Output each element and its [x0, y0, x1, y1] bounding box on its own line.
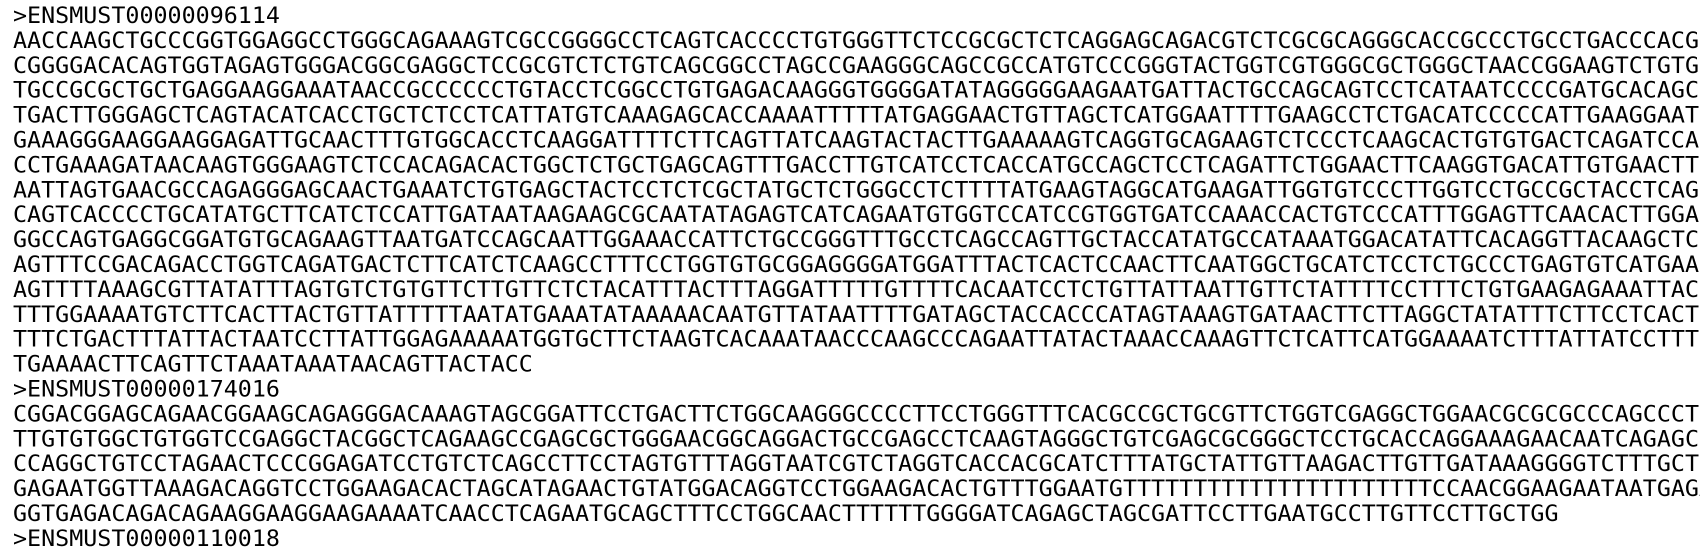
- sequence-line: CAGTCACCCCTGCATATGCTTCATCTCCATTGATAATAAG…: [13, 203, 1699, 228]
- sequence-line: GGTGAGACAGACAGAAGGAAGGAAGAAAATCAACCTCAGA…: [13, 502, 1558, 527]
- fasta-header: >ENSMUST00000096114: [13, 4, 280, 29]
- sequence-line: AGTTTTAAAGCGTTATATTTAGTGTCTGTGTTCTTGTTCT…: [13, 278, 1699, 303]
- sequence-line: CCAGGCTGTCCTAGAACTCCCGGAGATCCTGTCTCAGCCT…: [13, 452, 1699, 477]
- sequence-line: CGGGGACACAGTGGTAGAGTGGGACGGCGAGGCTCCGCGT…: [13, 54, 1699, 79]
- sequence-line: CCTGAAAGATAACAAGTGGGAAGTCTCCACAGACACTGGC…: [13, 153, 1699, 178]
- sequence-line: TGCCGCGCTGCTGAGGAAGGAAATAACCGCCCCCCTGTAC…: [13, 79, 1699, 104]
- sequence-line: TTTCTGACTTTATTACTAATCCTTATTGGAGAAAAATGGT…: [13, 328, 1699, 353]
- sequence-line: GAAAGGGAAGGAAGGAGATTGCAACTTTGTGGCACCTCAA…: [13, 129, 1699, 154]
- fasta-header: >ENSMUST00000110018: [13, 527, 280, 552]
- sequence-line: GGCCAGTGAGGCGGATGTGCAGAAGTTAATGATCCAGCAA…: [13, 228, 1699, 253]
- sequence-line: TTTGGAAAATGTCTTCACTTACTGTTATTTTTAATATGAA…: [13, 303, 1699, 328]
- fasta-header: >ENSMUST00000174016: [13, 378, 280, 403]
- sequence-line: CGGACGGAGCAGAACGGAAGCAGAGGGACAAAGTAGCGGA…: [13, 402, 1699, 427]
- sequence-line: AACCAAGCTGCCCGGTGGAGGCCTGGGCAGAAAGTCGCCG…: [13, 29, 1699, 54]
- sequence-line: AGTTTCCGACAGACCTGGTCAGATGACTCTTCATCTCAAG…: [13, 253, 1699, 278]
- sequence-line: TGACTTGGGAGCTCAGTACATCACCTGCTCTCCTCATTAT…: [13, 104, 1699, 129]
- sequence-line: TGAAAACTTCAGTTCTAAATAAATAACAGTTACTACC: [13, 353, 533, 378]
- sequence-line: TTGTGTGGCTGTGGTCCGAGGCTACGGCTCAGAAGCCGAG…: [13, 427, 1699, 452]
- sequence-line: AATTAGTGAACGCCAGAGGGAGCAACTGAAATCTGTGAGC…: [13, 178, 1699, 203]
- sequence-line: GAGAATGGTTAAAGACAGGTCCTGGAAGACACTAGCATAG…: [13, 477, 1700, 502]
